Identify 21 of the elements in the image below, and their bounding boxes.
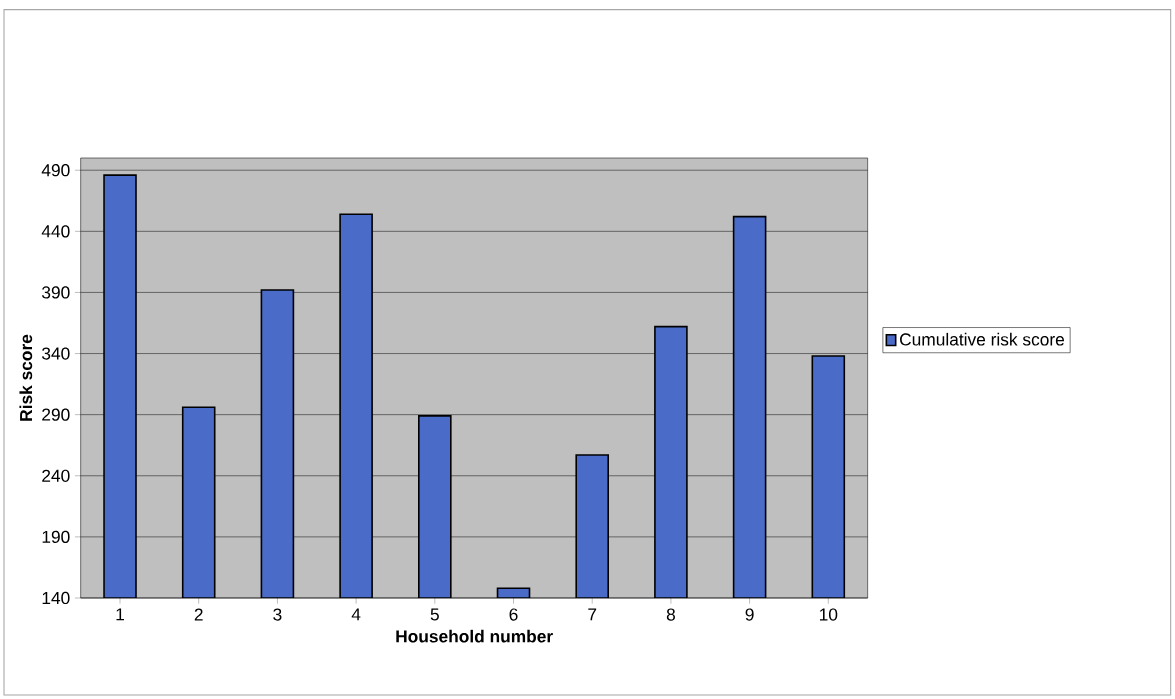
y-tick-label: 340 [42, 347, 70, 360]
x-tick-label: 4 [351, 608, 361, 621]
y-tick-label: 490 [41, 164, 70, 177]
x-tick-label: 1 [116, 608, 124, 621]
x-tick-label: 9 [745, 608, 754, 621]
x-tick-label: 7 [588, 608, 597, 621]
x-tick-label: 10 [819, 608, 838, 621]
x-tick-label: 6 [509, 608, 518, 621]
x-axis-title: Household number [396, 629, 553, 643]
x-tick-label: 8 [666, 608, 675, 621]
x-tick-label: 2 [194, 608, 203, 621]
y-tick-label: 290 [42, 408, 70, 421]
legend-label: Cumulative risk score [900, 332, 1065, 346]
x-tick-label: 3 [273, 608, 282, 621]
y-tick-label: 240 [42, 469, 70, 482]
y-tick-label: 190 [42, 530, 70, 544]
x-tick-label: 5 [430, 608, 439, 621]
y-tick-label: 140 [42, 591, 70, 605]
y-axis-title: Risk score [19, 334, 33, 421]
y-tick-label: 440 [41, 225, 70, 238]
y-tick-label: 390 [42, 286, 70, 299]
